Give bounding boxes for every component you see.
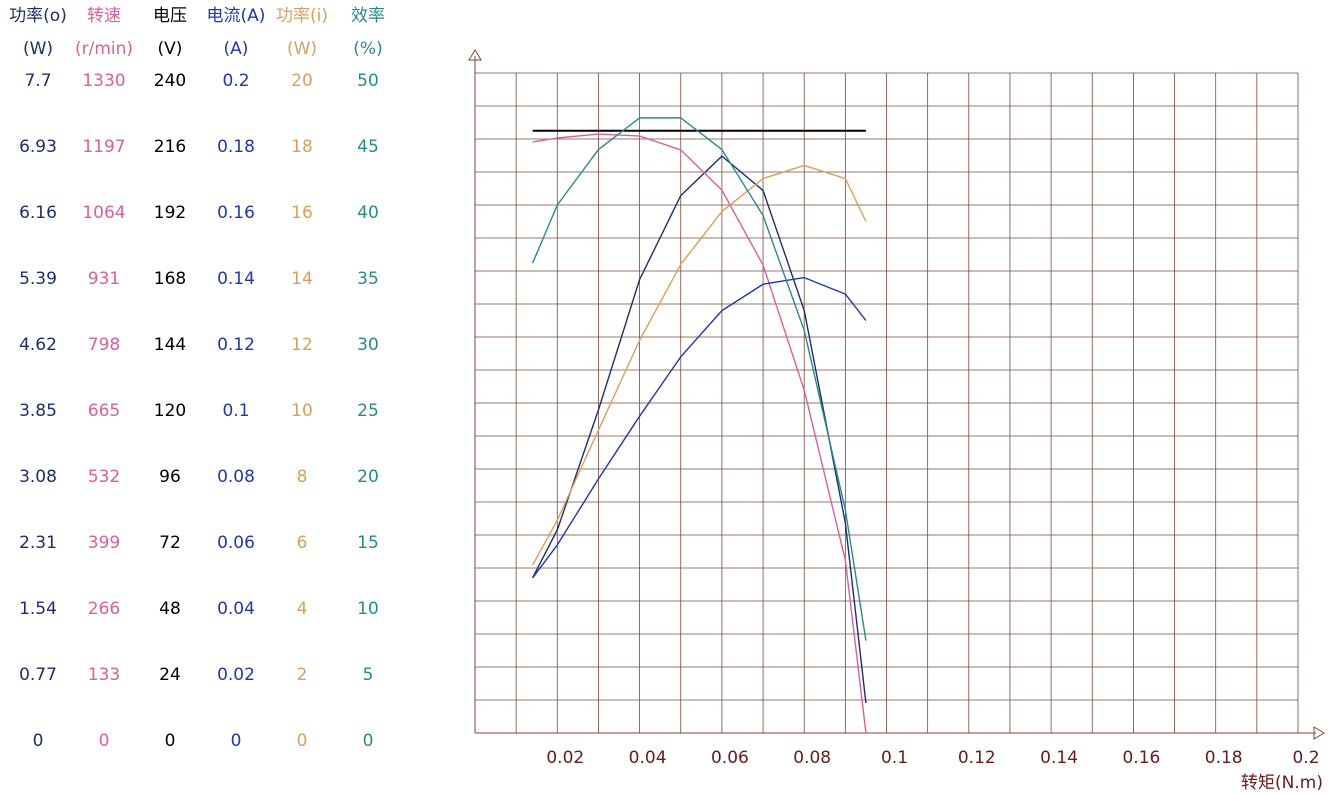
series-line	[531, 164, 867, 566]
y-tick-label: 96	[159, 467, 181, 487]
y-tick-label: 192	[154, 203, 186, 223]
y-tick-label: 7.7	[24, 71, 51, 91]
series-line	[531, 155, 867, 704]
y-arrow	[468, 49, 482, 61]
y-tick-label: 0	[99, 731, 110, 751]
y-tick-label: 20	[357, 467, 379, 487]
x-tick-label: 0.16	[1122, 748, 1160, 768]
y-tick-label: 2	[297, 665, 308, 685]
y-tick-label: 48	[159, 599, 181, 619]
legend-entry: 转速	[87, 6, 121, 26]
y-tick-label: 1.54	[19, 599, 57, 619]
x-tick-label: 0.02	[546, 748, 584, 768]
y-tick-label: 216	[154, 137, 186, 157]
y-tick-label: 45	[357, 137, 379, 157]
y-tick-label: 6.16	[19, 203, 57, 223]
y-tick-label: 120	[154, 401, 186, 421]
y-tick-label: 0.2	[222, 71, 249, 91]
y-tick-label: 5.39	[19, 269, 57, 289]
x-tick-label: 0.08	[793, 748, 831, 768]
y-tick-label: 0.14	[217, 269, 255, 289]
x-tick-label: 0.12	[958, 748, 996, 768]
y-tick-label: 0.16	[217, 203, 255, 223]
axis-unit: (W)	[287, 39, 317, 59]
x-tick-label: 0.04	[629, 748, 667, 768]
y-tick-label: 0	[363, 731, 374, 751]
y-tick-label: 30	[357, 335, 379, 355]
legend-entry: 功率(o)	[9, 6, 67, 26]
x-tick-label: 0.14	[1040, 748, 1078, 768]
y-tick-label: 10	[291, 401, 313, 421]
y-tick-label: 5	[363, 665, 374, 685]
y-tick-label: 50	[357, 71, 379, 91]
y-tick-label: 18	[291, 137, 313, 157]
y-tick-label: 15	[357, 533, 379, 553]
series-line	[532, 276, 867, 579]
y-tick-label: 40	[357, 203, 379, 223]
y-tick-label: 240	[154, 71, 186, 91]
legend-entry: 功率(i)	[276, 6, 328, 26]
y-tick-label: 0	[165, 731, 176, 751]
y-tick-label: 0.12	[217, 335, 255, 355]
x-tick-label: 0.18	[1205, 748, 1243, 768]
axis-unit: (A)	[224, 39, 249, 59]
y-tick-label: 24	[159, 665, 181, 685]
axis-unit: (W)	[23, 39, 53, 59]
y-tick-label: 0	[297, 731, 308, 751]
y-tick-label: 12	[291, 335, 313, 355]
series-line	[532, 133, 867, 734]
y-tick-label: 0	[33, 731, 44, 751]
y-tick-label: 798	[88, 335, 120, 355]
y-tick-label: 0.77	[19, 665, 57, 685]
y-tick-label: 665	[88, 401, 120, 421]
y-tick-label: 6	[297, 533, 308, 553]
y-tick-label: 532	[88, 467, 120, 487]
legend-entry: 电流(A)	[207, 6, 266, 26]
y-tick-label: 3.85	[19, 401, 57, 421]
y-tick-label: 0.1	[222, 401, 249, 421]
x-tick-label: 0.06	[711, 748, 749, 768]
y-tick-label: 266	[88, 599, 120, 619]
y-tick-label: 0.06	[217, 533, 255, 553]
y-tick-label: 25	[357, 401, 379, 421]
y-tick-label: 1064	[82, 203, 125, 223]
y-tick-label: 72	[159, 533, 181, 553]
axis-unit: (r/min)	[75, 39, 133, 59]
y-tick-label: 35	[357, 269, 379, 289]
x-arrow	[1313, 726, 1325, 740]
axis-unit: (%)	[353, 39, 382, 59]
y-tick-label: 0.02	[217, 665, 255, 685]
y-tick-label: 10	[357, 599, 379, 619]
x-axis-label: 转矩(N.m)	[1241, 773, 1323, 793]
y-tick-label: 0.08	[217, 467, 255, 487]
y-tick-label: 0	[231, 731, 242, 751]
y-tick-label: 16	[291, 203, 313, 223]
y-tick-label: 144	[154, 335, 186, 355]
y-tick-label: 0.18	[217, 137, 255, 157]
y-tick-label: 2.31	[19, 533, 57, 553]
series-line	[531, 117, 867, 641]
y-tick-label: 168	[154, 269, 186, 289]
y-tick-label: 3.08	[19, 467, 57, 487]
y-tick-label: 1197	[82, 137, 125, 157]
y-tick-label: 133	[88, 665, 120, 685]
y-tick-label: 6.93	[19, 137, 57, 157]
y-tick-label: 399	[88, 533, 120, 553]
legend-entry: 效率	[351, 6, 385, 26]
x-tick-label: 0.1	[881, 748, 908, 768]
y-tick-label: 4.62	[19, 335, 57, 355]
y-tick-label: 20	[291, 71, 313, 91]
y-tick-label: 8	[297, 467, 308, 487]
y-tick-label: 0.04	[217, 599, 255, 619]
x-tick-label: 0.2	[1292, 748, 1319, 768]
axis-unit: (V)	[158, 39, 183, 59]
legend-entry: 电压	[153, 6, 187, 26]
y-tick-label: 1330	[82, 71, 125, 91]
y-tick-label: 14	[291, 269, 313, 289]
y-tick-label: 931	[88, 269, 120, 289]
y-tick-label: 4	[297, 599, 308, 619]
